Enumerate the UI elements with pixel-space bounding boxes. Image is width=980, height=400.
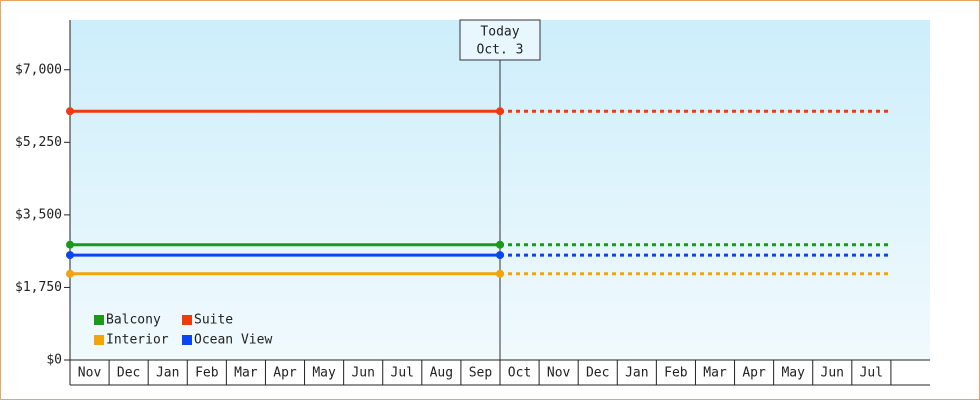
- x-tick-label: Jun: [821, 366, 844, 381]
- x-tick-label: Dec: [586, 366, 609, 381]
- series-point: [66, 269, 74, 278]
- today-label: Oct. 3: [477, 43, 524, 58]
- x-tick-label: Nov: [78, 366, 102, 381]
- series-point: [66, 240, 74, 249]
- x-tick-label: Sep: [469, 366, 493, 381]
- x-tick-label: Jul: [391, 366, 414, 381]
- legend-label: Ocean View: [194, 333, 272, 348]
- legend-label: Interior: [106, 333, 169, 348]
- y-tick-label: $5,250: [15, 135, 62, 150]
- x-tick-label: Nov: [547, 366, 571, 381]
- today-box: [459, 19, 541, 61]
- x-tick-label: Dec: [117, 366, 140, 381]
- series-point: [66, 107, 74, 116]
- x-tick-label: May: [312, 366, 336, 381]
- legend-swatch: [182, 315, 192, 325]
- y-tick-label: $1,750: [15, 280, 62, 295]
- x-tick-label: Aug: [430, 366, 453, 381]
- legend-swatch: [94, 335, 104, 345]
- series-point: [496, 107, 504, 116]
- y-tick-label: $3,500: [15, 207, 62, 222]
- today-label: Today: [480, 25, 519, 40]
- y-tick-label: $7,000: [15, 62, 62, 77]
- x-tick-label: Apr: [273, 366, 297, 381]
- x-tick-label: Jan: [156, 366, 179, 381]
- legend-label: Balcony: [106, 313, 161, 328]
- x-tick-label: Mar: [703, 366, 727, 381]
- legend-swatch: [182, 335, 192, 345]
- series-point: [66, 251, 74, 260]
- x-tick-label: Apr: [742, 366, 766, 381]
- x-tick-label: Jan: [625, 366, 648, 381]
- x-tick-label: Feb: [664, 366, 688, 381]
- x-tick-label: Feb: [195, 366, 219, 381]
- x-tick-label: Mar: [234, 366, 258, 381]
- x-tick-label: Jun: [351, 366, 374, 381]
- x-tick-label: Jul: [860, 366, 883, 381]
- legend-label: Suite: [194, 313, 233, 328]
- series-point: [496, 251, 504, 260]
- series-point: [496, 269, 504, 278]
- x-tick-label: Oct: [508, 366, 531, 381]
- series-point: [496, 240, 504, 249]
- y-tick-label: $0: [46, 353, 62, 368]
- legend-swatch: [94, 315, 104, 325]
- x-tick-label: May: [781, 366, 805, 381]
